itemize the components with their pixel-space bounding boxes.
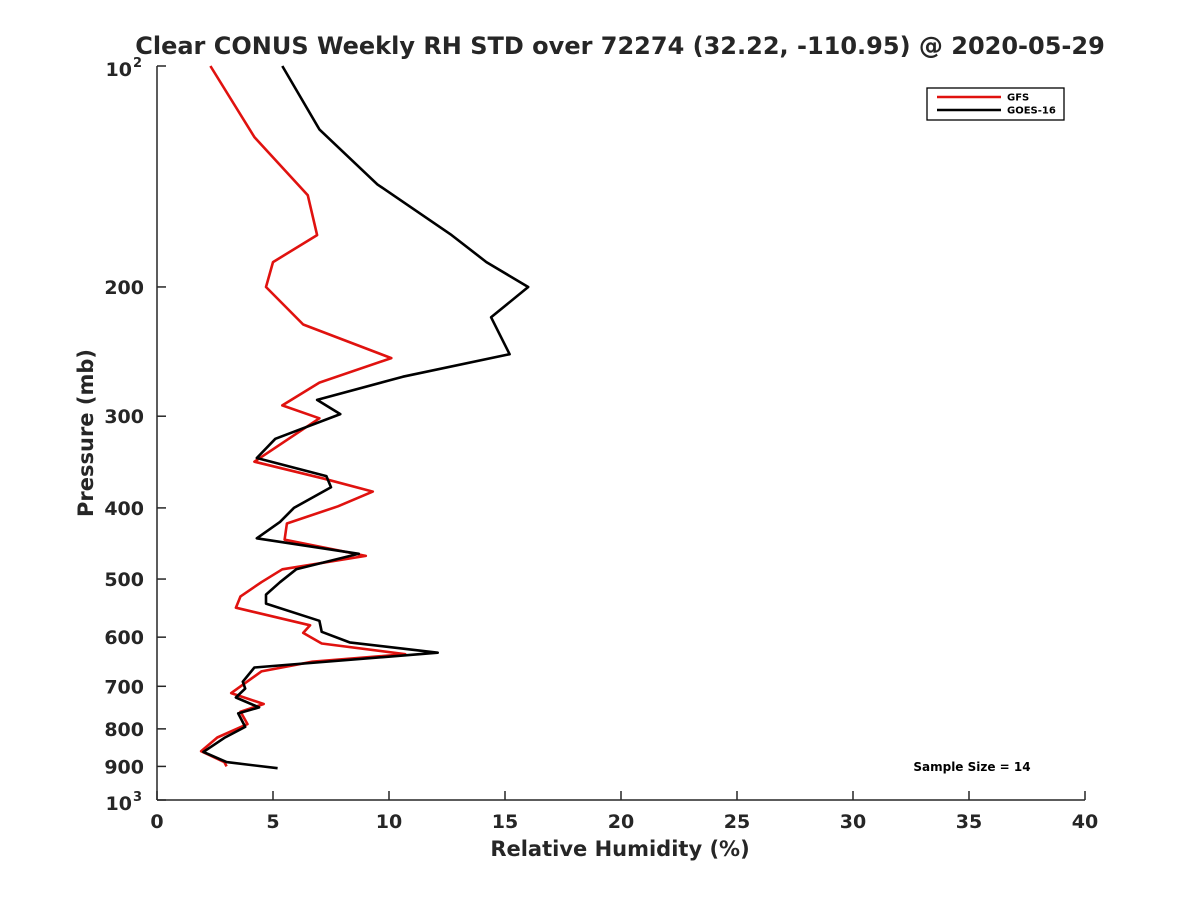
- legend: GFS GOES-16: [926, 87, 1065, 121]
- sample-size-annotation: Sample Size = 14: [913, 760, 1030, 774]
- y-tick-label: 10: [106, 793, 132, 815]
- series-line-gfs: [199, 65, 407, 768]
- y-tick-label: 400: [104, 498, 144, 520]
- x-tick-label: 40: [1072, 811, 1098, 833]
- x-tick-label: 10: [376, 811, 402, 833]
- y-tick-label: 300: [104, 406, 144, 428]
- legend-box: [926, 87, 1065, 121]
- x-tick-label: 30: [840, 811, 866, 833]
- x-tick-label: 0: [150, 811, 163, 833]
- series-layer: [199, 65, 530, 770]
- x-tick-label: 5: [266, 811, 279, 833]
- x-tick-label: 20: [608, 811, 634, 833]
- y-tick-label: 800: [104, 719, 144, 741]
- y-tick-label: 200: [104, 277, 144, 299]
- y-tick-exponent: 2: [133, 56, 142, 71]
- y-tick-exponent: 3: [133, 790, 142, 805]
- x-axis-label: Relative Humidity (%): [490, 837, 749, 861]
- x-tick-label: 35: [956, 811, 982, 833]
- y-tick-label: 700: [104, 676, 144, 698]
- y-axis-label: Pressure (mb): [74, 349, 98, 517]
- y-tick-label: 900: [104, 756, 144, 778]
- y-tick-label: 600: [104, 627, 144, 649]
- chart-title: Clear CONUS Weekly RH STD over 72274 (32…: [135, 32, 1105, 60]
- legend-label-gfs: GFS: [1007, 93, 1029, 104]
- x-tick-label: 15: [492, 811, 518, 833]
- y-tick-label: 500: [104, 569, 144, 591]
- y-tick-label: 10: [106, 59, 132, 81]
- series-line-goes16: [202, 65, 530, 770]
- legend-label-goes16: GOES-16: [1007, 106, 1056, 117]
- x-tick-label: 25: [724, 811, 750, 833]
